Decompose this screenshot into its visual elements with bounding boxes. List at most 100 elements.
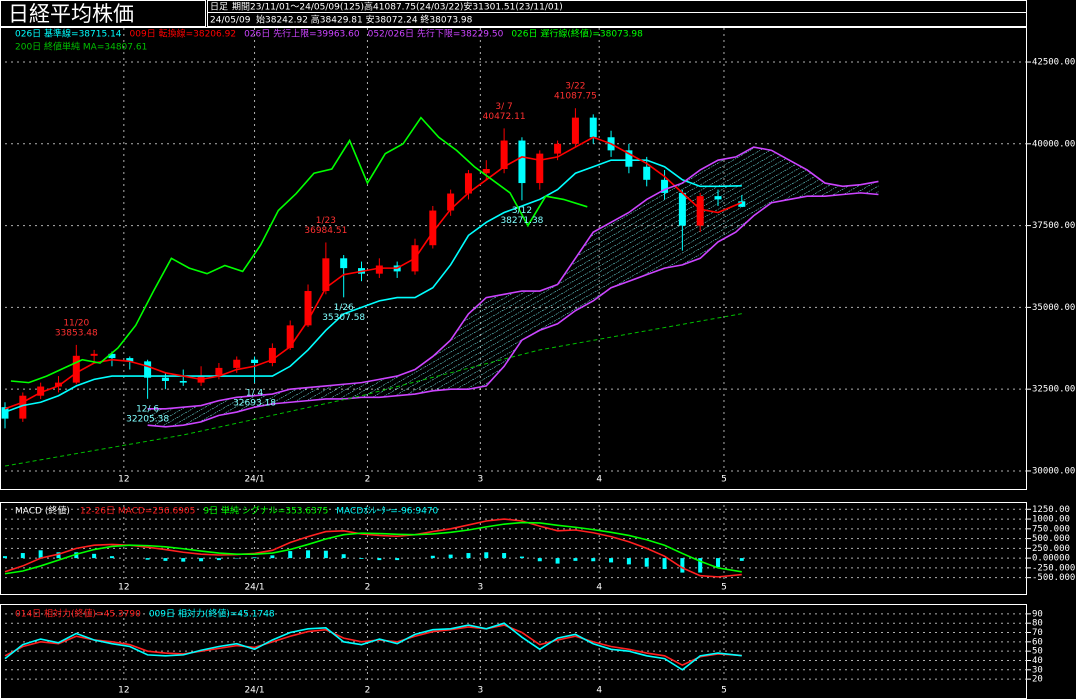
- histogram-bar: [199, 558, 204, 562]
- candle-body: [738, 201, 746, 207]
- x-tick-label: 3: [477, 475, 483, 485]
- low-value: 38271.38: [500, 216, 543, 226]
- candle-body: [678, 192, 686, 226]
- legend-entry: 014日 相対力(終値)=45.3790: [15, 608, 141, 620]
- histogram-bar: [109, 556, 114, 559]
- series-line: [4, 624, 742, 667]
- histogram-bar: [341, 554, 346, 559]
- candle-body: [179, 380, 187, 383]
- y-tick-label: 70: [1032, 628, 1043, 638]
- low-date: 1/ 4: [246, 388, 264, 398]
- histogram-bar: [555, 558, 560, 564]
- x-tick-label: 24/1: [244, 583, 264, 593]
- y-tick-label: 37500.00: [1032, 221, 1075, 231]
- x-tick-label: 3: [477, 686, 483, 696]
- x-tick-label: 2: [365, 583, 371, 593]
- histogram-bar: [359, 558, 364, 559]
- histogram-bar: [519, 556, 524, 559]
- histogram-bar: [20, 553, 25, 559]
- histogram-bar: [448, 554, 453, 559]
- candle-body: [161, 377, 169, 381]
- legend-entry: 009日 相対力(終値)=45.1748: [149, 608, 275, 620]
- y-tick-label: -500.000: [1032, 573, 1075, 583]
- candle-body: [625, 150, 633, 167]
- y-tick-label: 30000.00: [1032, 466, 1075, 476]
- low-date: 3/12: [512, 206, 532, 216]
- y-tick-label: 750.000: [1032, 524, 1070, 534]
- legend-entry: 12-26日 MACD=256.6905: [80, 506, 195, 517]
- candle-body: [304, 291, 312, 326]
- candle-body: [54, 382, 62, 387]
- x-tick-label: 4: [596, 686, 602, 696]
- y-tick-label: 90: [1032, 609, 1043, 619]
- legend-entry: 200日 終値単純 MA=34807.61: [15, 41, 147, 53]
- histogram-bar: [430, 555, 435, 559]
- series-line: [10, 116, 588, 384]
- y-tick-label: -250.000: [1032, 563, 1075, 573]
- high-value: 36984.51: [304, 226, 347, 236]
- histogram-bar: [145, 558, 150, 560]
- histogram-bar: [484, 552, 489, 559]
- timeframe: 日足: [210, 2, 228, 13]
- x-tick-label: 2: [365, 686, 371, 696]
- histogram-bar: [662, 558, 667, 570]
- low-value: 35307.58: [322, 313, 365, 323]
- x-tick-label: 12: [118, 686, 129, 696]
- panel-title: MACD (終値): [15, 505, 70, 517]
- high-date: 3/22: [565, 82, 585, 92]
- x-tick-label: 5: [721, 583, 727, 593]
- legend-entry: 026日 基準線=38715.14: [15, 28, 122, 40]
- candle-body: [215, 367, 223, 377]
- candle-body: [268, 347, 276, 363]
- histogram-bar: [270, 555, 275, 559]
- series-line: [4, 313, 742, 467]
- histogram-bar: [644, 558, 649, 567]
- y-tick-label: 60: [1032, 637, 1043, 647]
- x-tick-label: 2: [365, 475, 371, 485]
- histogram-bar: [216, 558, 221, 561]
- candle-body: [464, 173, 472, 194]
- candle-body: [643, 166, 651, 180]
- x-tick-label: 24/1: [244, 686, 264, 696]
- high-date: 11/20: [63, 318, 89, 328]
- series-line: [4, 159, 742, 413]
- candle-body: [500, 140, 508, 169]
- candle-body: [447, 193, 455, 211]
- histogram-bar: [74, 552, 79, 559]
- ohlc: 始38242.92 高38429.81 安38072.24 終38073.98: [256, 14, 473, 26]
- histogram-bar: [466, 553, 471, 559]
- legend-entry: 9日 単純 シグナル=353.6375: [203, 505, 328, 517]
- y-tick-label: 250.000: [1032, 544, 1070, 554]
- y-tick-label: 40000.00: [1032, 139, 1075, 149]
- low-date: 12/ 6: [136, 404, 159, 414]
- chart-title: 日経平均株価: [8, 2, 134, 26]
- candle-body: [340, 258, 348, 269]
- y-tick-label: 40: [1032, 656, 1043, 666]
- histogram-bar: [92, 553, 97, 559]
- y-tick-label: 50: [1032, 647, 1043, 657]
- low-value: 32693.18: [233, 398, 276, 408]
- high-date: 1/23: [316, 216, 336, 226]
- y-tick-label: 0.00000: [1032, 554, 1070, 564]
- histogram-bar: [739, 558, 744, 561]
- y-tick-label: 1250.00: [1032, 505, 1070, 515]
- x-tick-label: 3: [477, 583, 483, 593]
- high-value: 40472.11: [483, 112, 526, 122]
- histogram-bar: [395, 558, 400, 561]
- histogram-bar: [698, 558, 703, 573]
- legend-entry: 026日 先行上限=39963.60: [244, 28, 360, 40]
- candle-body: [19, 395, 27, 419]
- candle-body: [571, 117, 579, 144]
- candle-body: [126, 358, 134, 362]
- candle-body: [37, 386, 45, 396]
- y-tick-label: 32500.00: [1032, 385, 1075, 395]
- series-line: [4, 622, 742, 671]
- legend-entry: MACDｵｼﾚｰﾀｰ=-96.9470: [336, 506, 438, 517]
- y-tick-label: 1000.00: [1032, 515, 1070, 525]
- candle-body: [72, 355, 80, 383]
- candle-body: [144, 361, 152, 378]
- histogram-bar: [252, 557, 257, 559]
- y-tick-label: 500.000: [1032, 534, 1070, 544]
